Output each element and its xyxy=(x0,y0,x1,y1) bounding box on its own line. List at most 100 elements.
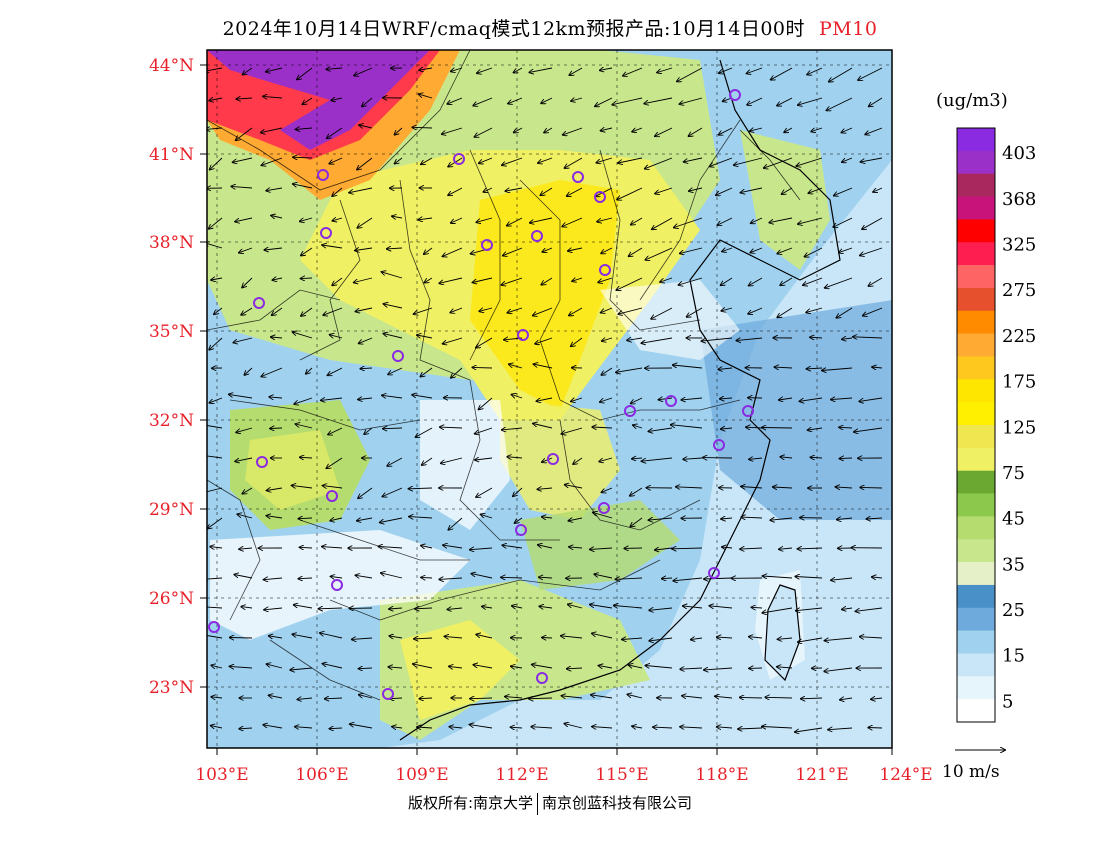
wind-arrow xyxy=(749,277,763,286)
wind-arrow xyxy=(505,187,523,191)
wind-arrow xyxy=(676,487,703,488)
wind-arrow xyxy=(592,427,613,428)
wind-arrow xyxy=(440,427,463,428)
wind-arrow xyxy=(810,337,823,338)
wind-arrow xyxy=(323,664,343,669)
wind-arrow xyxy=(233,337,253,343)
wind-arrow xyxy=(632,458,643,459)
wind-arrow xyxy=(777,667,793,668)
lat-label: 26°N xyxy=(149,589,194,609)
wind-arrow xyxy=(649,608,673,610)
wind-arrow xyxy=(681,398,703,400)
wind-arrow xyxy=(332,218,343,221)
colorbar-label: 275 xyxy=(1002,280,1036,301)
wind-arrow xyxy=(359,337,373,343)
wind-arrow xyxy=(447,97,463,104)
wind-arrow xyxy=(618,157,643,163)
wind-arrow xyxy=(631,217,643,225)
wind-arrow xyxy=(872,577,883,578)
wind-arrow xyxy=(387,457,403,466)
wind-arrow xyxy=(616,367,643,372)
wind-arrow xyxy=(242,487,253,494)
wind-arrow xyxy=(230,638,253,639)
wind-arrow xyxy=(358,398,373,400)
wind-arrow xyxy=(443,545,463,548)
wind-arrow xyxy=(530,217,553,223)
wind-arrow xyxy=(590,548,613,549)
wind-arrow xyxy=(332,187,343,196)
longitude-labels: 103°E 106°E 109°E 112°E 115°E 118°E 121°… xyxy=(195,765,932,785)
lat-label: 41°N xyxy=(149,145,194,165)
wind-arrow xyxy=(418,218,433,220)
colorbar-swatch xyxy=(957,653,995,677)
wind-arrow xyxy=(450,727,463,728)
wind-arrow xyxy=(738,728,763,729)
wind-arrow xyxy=(330,518,343,521)
wind-arrow xyxy=(241,607,253,608)
wind-arrow xyxy=(350,724,373,729)
wind-arrow xyxy=(831,578,853,580)
wind-arrow xyxy=(412,127,433,128)
city-marker xyxy=(594,191,606,203)
colorbar-swatch xyxy=(957,676,995,700)
wind-arrow xyxy=(569,518,583,521)
wind-arrow xyxy=(597,217,613,222)
wind-arrow xyxy=(505,697,523,699)
wind-arrow xyxy=(292,485,313,488)
wind-arrow xyxy=(748,307,763,314)
copyright: 版权所有:南京大学 南京创蓝科技有限公司 xyxy=(0,792,1100,815)
wind-arrow xyxy=(470,725,493,729)
wind-arrow xyxy=(601,247,613,253)
wind-arrow xyxy=(419,698,433,699)
wind-arrow xyxy=(542,457,553,462)
wind-arrow xyxy=(602,338,613,341)
wind-arrow xyxy=(300,457,313,458)
wind-arrow xyxy=(389,608,403,609)
wind-arrow xyxy=(448,517,463,530)
wind-arrow xyxy=(749,458,763,459)
wind-arrow xyxy=(421,577,433,578)
wind-arrow xyxy=(680,97,703,104)
wind-arrow xyxy=(777,97,793,106)
wind-arrow xyxy=(322,547,343,548)
wind-arrow xyxy=(422,457,433,465)
wind-arrow xyxy=(596,157,613,163)
wind-arrow xyxy=(321,398,343,400)
wind-arrow xyxy=(236,427,253,432)
wind-arrow xyxy=(716,187,733,195)
map-frame xyxy=(206,49,893,749)
city-marker xyxy=(531,230,543,242)
wind-arrow xyxy=(293,184,313,189)
wind-arrow xyxy=(237,514,253,519)
wind-arrow xyxy=(261,127,283,133)
wind-arrow xyxy=(671,425,703,429)
wind-arrow xyxy=(328,367,343,375)
wind-arrow xyxy=(687,307,703,317)
wind-arrow xyxy=(531,727,553,728)
wind-arrow xyxy=(326,68,343,69)
wind-arrow xyxy=(267,488,283,491)
wind-arrow xyxy=(451,217,463,223)
wind-arrow xyxy=(409,517,433,518)
wind-arrow xyxy=(600,68,613,70)
colorbar-label: 75 xyxy=(1002,463,1025,484)
wind-arrow xyxy=(207,635,223,639)
wind-arrow xyxy=(807,368,823,369)
wind-arrow xyxy=(502,277,523,285)
wind-arrow xyxy=(860,247,883,255)
wind-arrow xyxy=(414,307,433,314)
wind-arrow xyxy=(811,128,823,132)
wind-arrow xyxy=(561,427,583,434)
wind-arrow xyxy=(750,128,763,131)
wind-arrow xyxy=(722,248,733,252)
wind-arrow xyxy=(211,278,223,280)
wind-arrow xyxy=(779,398,793,400)
wind-arrow xyxy=(642,457,673,461)
wind-arrow xyxy=(475,127,493,137)
wind-arrow xyxy=(762,727,793,729)
wind-arrow xyxy=(741,517,763,518)
colorbar-swatch xyxy=(957,356,995,380)
wind-arrow xyxy=(765,697,793,698)
wind-arrow xyxy=(357,217,373,228)
